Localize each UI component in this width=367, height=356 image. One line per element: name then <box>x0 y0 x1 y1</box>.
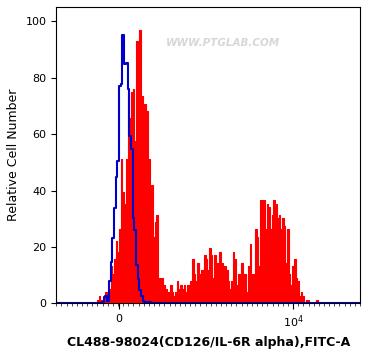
Y-axis label: Relative Cell Number: Relative Cell Number <box>7 89 20 221</box>
Text: WWW.PTGLAB.COM: WWW.PTGLAB.COM <box>166 37 280 48</box>
X-axis label: CL488-98024(CD126/IL-6R alpha),FITC-A: CL488-98024(CD126/IL-6R alpha),FITC-A <box>66 336 350 349</box>
